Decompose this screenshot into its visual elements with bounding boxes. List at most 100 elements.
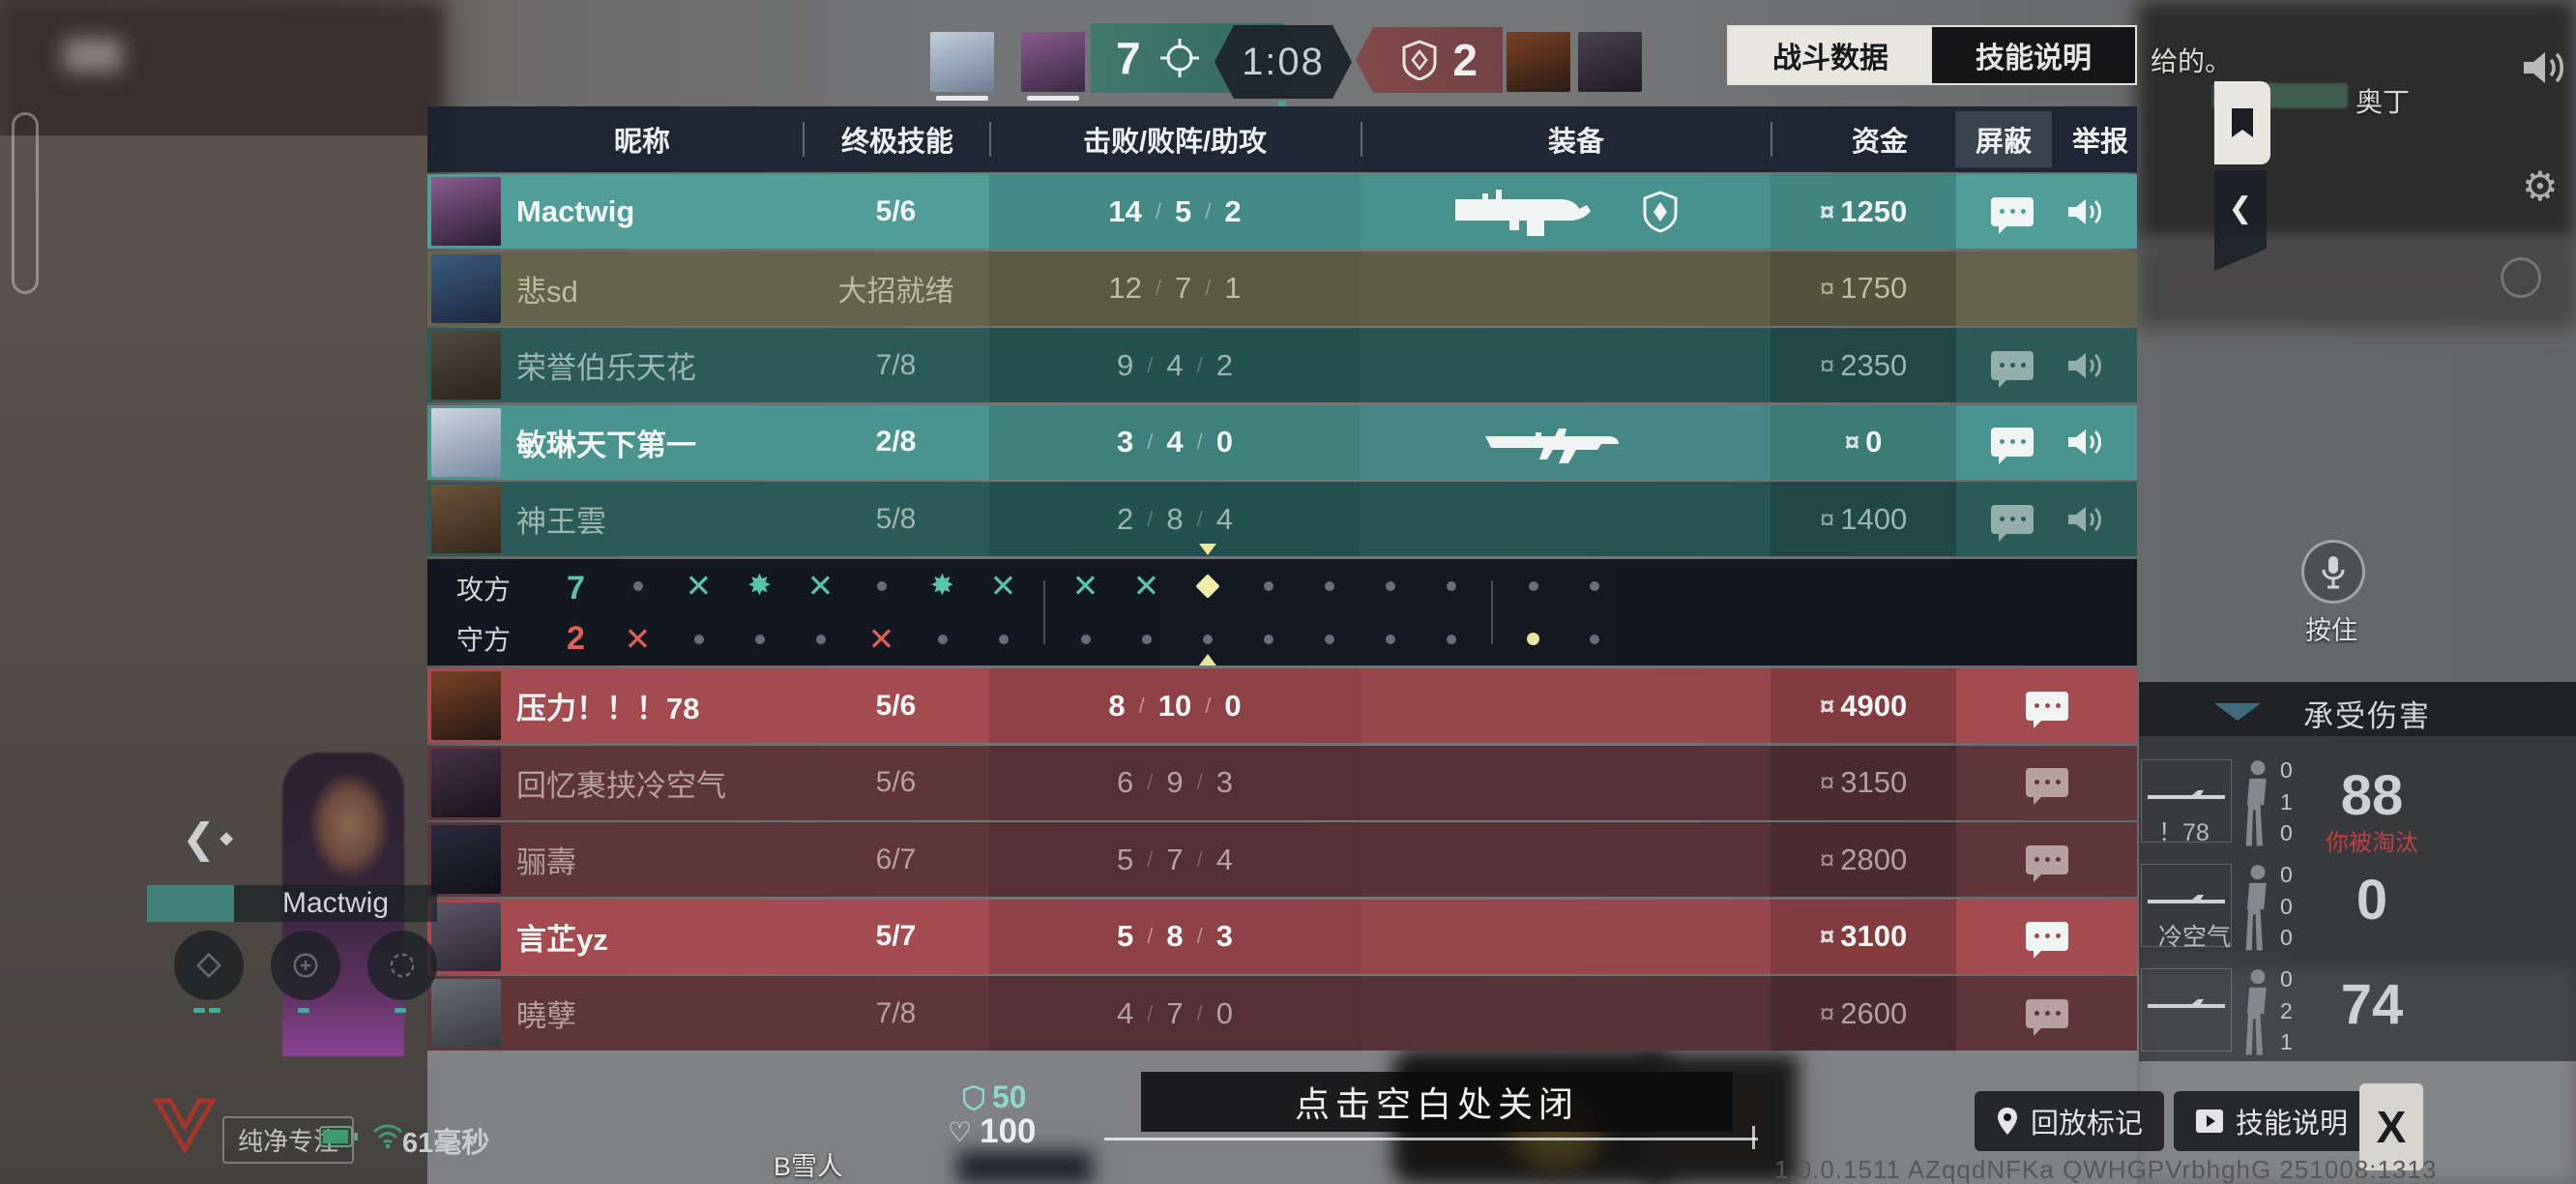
player-row[interactable]: 回忆裹挟冷空气 5/6 6 9 3 3150 (427, 745, 2137, 820)
team-avatar (930, 32, 994, 92)
hidden-button-ring[interactable] (2501, 257, 2541, 298)
voice-volume-icon[interactable] (2066, 349, 2103, 382)
voice-volume-icon[interactable] (2066, 503, 2103, 536)
defense-shield-icon (1402, 40, 1437, 80)
close-scoreboard-button[interactable]: X (2359, 1083, 2423, 1170)
slash-separator (1197, 1001, 1203, 1026)
round-dot-icon (937, 634, 948, 644)
credits-icon (1820, 921, 1835, 952)
assists-value: 3 (1215, 919, 1233, 953)
round-dot-icon (1202, 634, 1213, 644)
health-value: 100 (980, 1112, 1037, 1150)
edge-slider[interactable] (12, 112, 39, 294)
header-block[interactable]: 屏蔽 (1975, 127, 2033, 158)
spectate-prev-button[interactable]: ❮ ◆ (182, 814, 233, 862)
kills-value: 12 (1108, 271, 1142, 305)
charge-pip (193, 1008, 205, 1013)
chat-block-icon[interactable] (2025, 691, 2068, 728)
player-row[interactable]: 曉孽 7/8 4 7 0 2600 (427, 976, 2137, 1051)
hold-mic-label: 按住 (2305, 616, 2357, 645)
defend-score: 2 (567, 619, 585, 657)
chat-block-icon[interactable] (2025, 844, 2068, 882)
round-elim-def-icon (625, 623, 652, 655)
kills-value: 8 (1108, 688, 1126, 723)
charge-pip (395, 1008, 406, 1013)
chat-block-icon[interactable] (2025, 922, 2068, 959)
player-row[interactable]: 荣誉伯乐天花 7/8 9 4 2 2350 (427, 328, 2137, 402)
round-cell (1055, 559, 1116, 666)
voice-volume-icon[interactable] (2066, 195, 2103, 228)
header-report[interactable]: 举报 (2071, 127, 2129, 158)
replay-marker-button[interactable]: 回放标记 (1975, 1091, 2165, 1151)
agent-avatar (431, 253, 501, 323)
player-row[interactable]: 敏琳天下第一 2/8 3 4 0 0 (427, 404, 2137, 480)
pin-icon (1998, 1108, 2017, 1135)
deaths-value: 10 (1157, 688, 1192, 723)
round-cell (851, 559, 912, 666)
round-elim-atk-icon (990, 570, 1017, 602)
round-dot-icon (1263, 580, 1273, 591)
assists-value: 2 (1224, 193, 1242, 228)
damage-panel-title: 承受伤害 (2303, 699, 2431, 733)
slash-separator (1197, 924, 1203, 949)
ultimate-status: 7/8 (875, 348, 917, 381)
slash-separator (1197, 429, 1203, 455)
chat-block-icon[interactable] (2025, 768, 2068, 805)
deaths-value: 9 (1166, 765, 1184, 799)
player-row[interactable]: 神王雲 5/8 2 8 4 1400 (427, 482, 2137, 556)
tab-skill-info[interactable]: 技能说明 (1976, 43, 2092, 74)
player-row[interactable]: 压力！！！78 5/6 8 10 0 4900 (427, 668, 2137, 743)
deaths-value: 7 (1174, 271, 1192, 305)
tab-combat-data[interactable]: 战斗数据 (1729, 27, 1932, 83)
skill-info-button[interactable]: 技能说明 (2174, 1091, 2370, 1151)
diamond-dot-icon: ◆ (220, 828, 234, 847)
round-cell (973, 559, 1034, 666)
player-name: 压力！！！78 (516, 692, 700, 725)
round-cell (1420, 559, 1481, 666)
chat-block-icon[interactable] (1990, 350, 2034, 388)
bookmark-flag-icon (2232, 108, 2253, 137)
chat-block-icon[interactable] (2025, 998, 2068, 1036)
damage-value: 0 (2356, 869, 2388, 932)
killer-weapon-box (2141, 864, 2232, 947)
deaths-value: 4 (1166, 347, 1184, 382)
agent-avatar (431, 177, 501, 246)
agent-avatar (431, 485, 501, 553)
battery-icon (319, 1126, 358, 1147)
credits-icon (1820, 504, 1835, 535)
speaker-icon[interactable] (2520, 46, 2566, 89)
chat-block-icon[interactable] (1990, 196, 2034, 234)
assists-value: 0 (1215, 425, 1233, 459)
body-hit-figure (2245, 969, 2267, 1055)
ultimate-status: 6/7 (875, 843, 917, 875)
assists-value: 4 (1215, 501, 1233, 536)
header-divider (803, 122, 805, 157)
player-row[interactable]: 言芷yz 5/7 5 8 3 3100 (427, 899, 2137, 974)
player-row[interactable]: 骊壽 6/7 5 7 4 2800 (427, 822, 2137, 897)
credits-value: 3150 (1840, 765, 1908, 799)
eliminated-note: 你被淘汰 (2326, 830, 2418, 856)
player-row[interactable]: 悲sd 大招就绪 12 7 1 1750 (427, 251, 2137, 326)
round-cell (1177, 559, 1238, 666)
close-hint-pill[interactable]: 点击空白处关闭 (1141, 1072, 1733, 1132)
voice-volume-icon[interactable] (2066, 426, 2103, 459)
push-to-talk-button[interactable] (2301, 540, 2365, 604)
shield-icon (1643, 190, 1678, 233)
round-dot-icon (1324, 634, 1334, 644)
ultimate-status: 7/8 (875, 996, 917, 1029)
settings-gear-icon[interactable]: ⚙ (2522, 163, 2559, 209)
chat-block-icon[interactable] (1990, 428, 2034, 464)
player-row[interactable]: Mactwig 5/6 14 5 2 1250 (427, 174, 2137, 249)
health-readout: ♡ 100 (948, 1112, 1037, 1151)
round-elim-atk-icon (1072, 570, 1099, 602)
damage-panel-header (2139, 682, 2576, 736)
agent-avatar (431, 902, 501, 971)
round-elim-def-icon (868, 623, 895, 655)
match-notes-tab[interactable] (2214, 81, 2270, 164)
chat-block-icon[interactable] (1990, 504, 2034, 542)
weapon-rifle-icon (1485, 429, 1619, 463)
round-elim-atk-icon (686, 570, 713, 602)
deaths-value: 8 (1166, 501, 1184, 536)
header-divider (989, 122, 991, 157)
player-name: 荣誉伯乐天花 (516, 351, 696, 385)
